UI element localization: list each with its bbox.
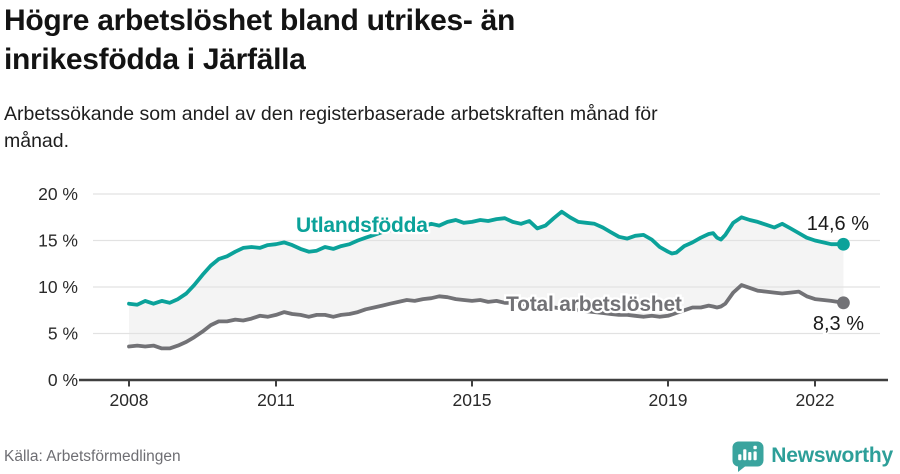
- x-axis-label-2011: 2011: [257, 390, 295, 410]
- y-axis-label-20: 20 %: [38, 184, 78, 204]
- x-axis-label-2015: 2015: [453, 390, 492, 410]
- y-axis-label-10: 10 %: [38, 277, 78, 297]
- chart-subtitle-line-2: månad.: [4, 130, 70, 152]
- series-label-1: Total arbetslöshet: [506, 293, 682, 316]
- y-axis-label-5: 5 %: [48, 324, 78, 344]
- series-end-value-0: 14,6 %: [807, 213, 869, 235]
- series-end-value-1: 8,3 %: [813, 313, 864, 335]
- chart-subtitle-line-1: Arbetssökande som andel av den registerb…: [4, 103, 658, 125]
- y-axis-label-0: 0 %: [48, 370, 78, 390]
- line-chart: 0 % 5 % 10 % 15 % 20 % 2008 2011 2015 2019 2022 Ut…: [38, 184, 888, 410]
- x-axis-label-2022: 2022: [796, 390, 835, 410]
- chart-subtitle: Arbetssökande som andel av den registerb…: [4, 101, 658, 155]
- chart-title-line-2: inrikesfödda i Järfälla: [4, 43, 306, 76]
- y-axis-label-15: 15 %: [38, 231, 78, 251]
- series-end-dot-0: [837, 237, 850, 251]
- series-end-dot-1: [837, 296, 850, 310]
- source-note: Källa: Arbetsförmedlingen: [4, 448, 181, 465]
- series-line-0: [127, 209, 846, 307]
- x-axis-label-2008: 2008: [110, 390, 149, 410]
- newsworthy-wordmark: Newsworthy: [771, 444, 893, 467]
- newsworthy-icon: [732, 441, 764, 472]
- chart-title-line-1: Högre arbetslöshet bland utrikes- än: [4, 4, 515, 37]
- newsworthy-logo[interactable]: Newsworthy: [732, 440, 893, 472]
- series-label-0: Utlandsfödda: [296, 214, 428, 237]
- x-axis-label-2019: 2019: [649, 390, 688, 410]
- gap-fill-area: [129, 211, 844, 349]
- series-line-1: [127, 283, 846, 351]
- chart-title: Högre arbetslöshet bland utrikes- än inr…: [4, 1, 515, 79]
